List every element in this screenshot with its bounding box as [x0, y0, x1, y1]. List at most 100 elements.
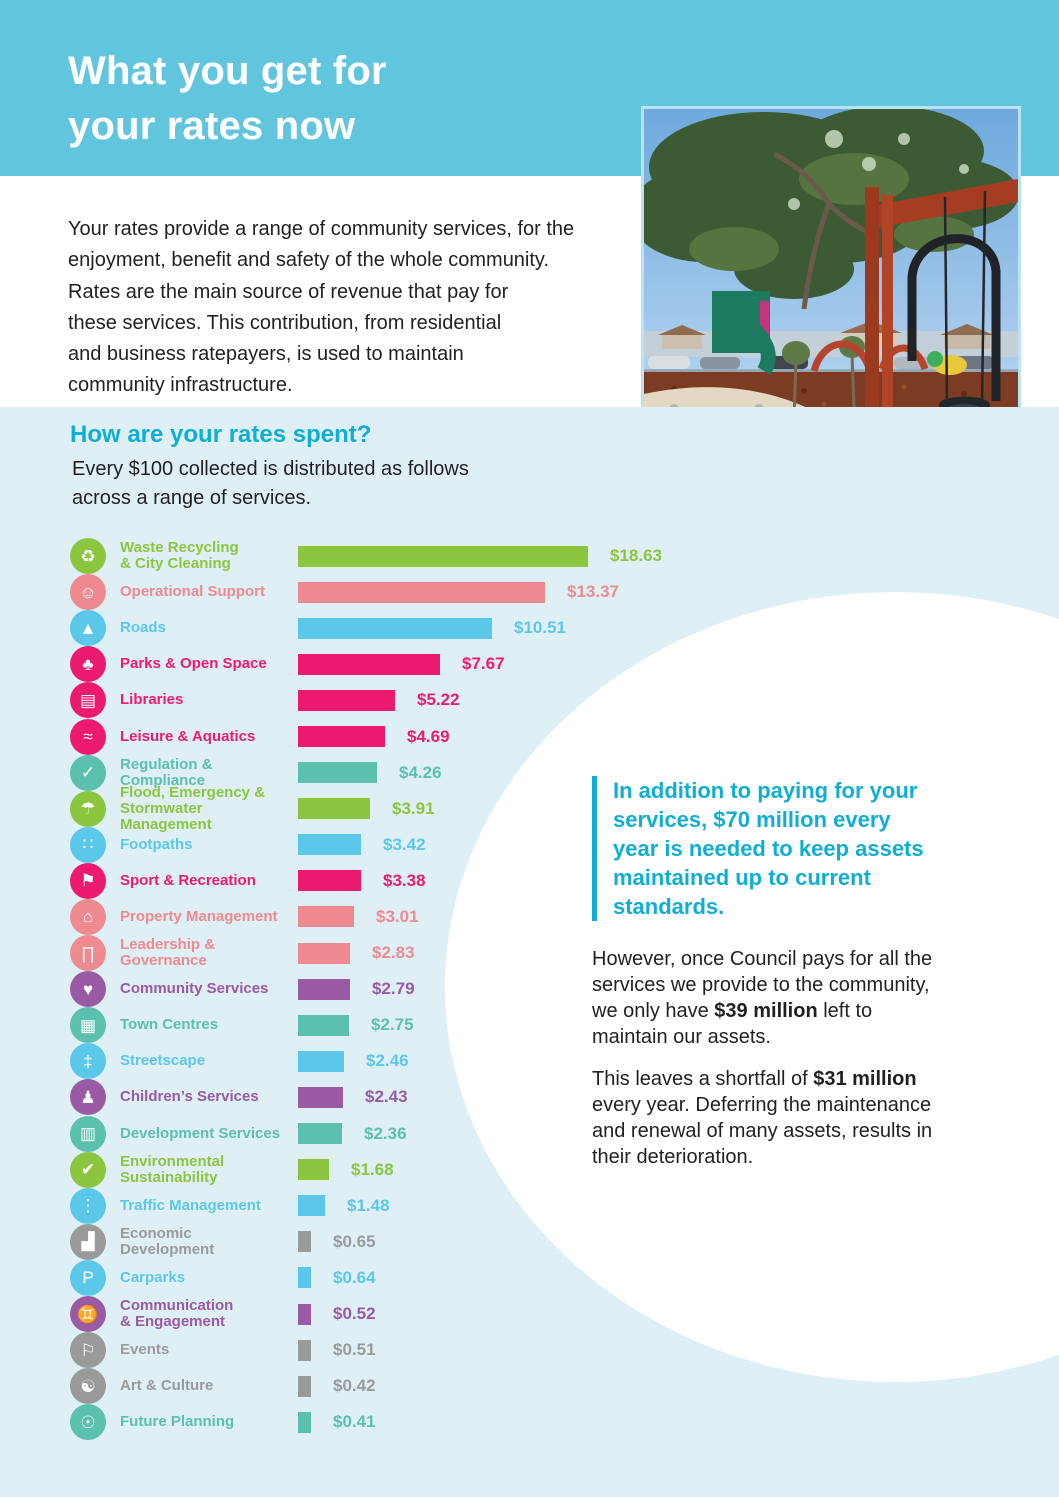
sport-flag-icon: ⚑ [70, 862, 106, 899]
bar-area: $3.91 [298, 798, 435, 820]
leaf-check-icon: ✔ [70, 1151, 106, 1188]
category-label: Environmental Sustainability [120, 1152, 225, 1186]
chart-row: ☂ Flood, Emergency & Stormwater Managemen… [70, 784, 690, 832]
category-label: Regulation & Compliance [120, 755, 213, 789]
chart-row: ☺ Operational Support $13.37 [70, 574, 690, 611]
value-label: $3.38 [383, 870, 426, 890]
chart-row: ♣ Parks & Open Space $7.67 [70, 646, 690, 683]
value-bar [298, 1267, 311, 1289]
bar-area: $3.42 [298, 834, 426, 856]
clipboard-check-icon: ✓ [70, 754, 106, 791]
value-bar [298, 762, 377, 784]
value-bar [298, 1411, 311, 1433]
bar-area: $0.65 [298, 1231, 376, 1253]
value-label: $0.52 [333, 1304, 376, 1324]
bar-area: $2.79 [298, 978, 415, 1000]
chart-row: ⚑ Sport & Recreation $3.38 [70, 862, 690, 899]
bar-area: $0.64 [298, 1267, 376, 1289]
section-subheading: Every $100 collected is distributed as f… [72, 458, 469, 509]
chart-row: ⋮ Traffic Management $1.48 [70, 1187, 690, 1224]
value-label: $2.46 [366, 1051, 409, 1071]
category-label: Economic Development [120, 1224, 215, 1258]
bar-area: $2.83 [298, 942, 415, 964]
page-title: What you get for your rates now [68, 49, 387, 148]
value-label: $18.63 [610, 546, 662, 566]
assets-callout: In addition to paying for your services,… [592, 776, 964, 921]
value-label: $1.68 [351, 1159, 394, 1179]
value-bar [298, 726, 385, 748]
bar-area: $3.38 [298, 870, 426, 892]
category-label: Waste Recycling & City Cleaning [120, 539, 239, 573]
value-label: $2.43 [365, 1087, 408, 1107]
chart-row: ♊ Communication & Engagement $0.52 [70, 1296, 690, 1333]
value-label: $0.64 [333, 1267, 376, 1287]
chart-row: ‡ Streetscape $2.46 [70, 1043, 690, 1080]
category-label: Town Centres [120, 1016, 219, 1034]
category-label: Property Management [120, 907, 278, 925]
value-label: $3.42 [383, 834, 426, 854]
value-bar [298, 653, 440, 675]
lightbulb-icon: ☉ [70, 1404, 106, 1441]
bar-area: $2.36 [298, 1123, 407, 1145]
category-label: Roads [120, 619, 166, 637]
value-bar [298, 1303, 311, 1325]
intro-paragraph-1: Your rates provide a range of community … [68, 218, 575, 271]
growth-chart-icon: ▟ [70, 1223, 106, 1260]
value-label: $10.51 [514, 618, 566, 638]
chart-row: ✓ Regulation & Compliance $4.26 [70, 754, 690, 791]
bar-area: $3.01 [298, 906, 419, 928]
value-label: $5.22 [417, 690, 460, 710]
value-bar [298, 870, 361, 892]
playground-photo [641, 106, 1021, 511]
value-label: $2.83 [372, 943, 415, 963]
value-bar [298, 1375, 311, 1397]
footprints-icon: ∷ [70, 826, 106, 863]
chart-row: ☉ Future Planning $0.41 [70, 1404, 690, 1441]
chart-row: ▦ Town Centres $2.75 [70, 1007, 690, 1044]
category-label: Leisure & Aquatics [120, 727, 256, 745]
intro-paragraph-2: Rates are the main source of revenue tha… [68, 281, 509, 396]
value-bar [298, 1231, 311, 1253]
bar-area: $2.75 [298, 1014, 414, 1036]
chart-row: ☯ Art & Culture $0.42 [70, 1368, 690, 1405]
value-label: $0.42 [333, 1376, 376, 1396]
value-bar [298, 1159, 329, 1181]
category-label: Footpaths [120, 835, 193, 853]
category-label: Leadership & Governance [120, 936, 216, 970]
bar-area: $0.51 [298, 1339, 376, 1361]
value-bar [298, 581, 545, 603]
chart-row: ✔ Environmental Sustainability $1.68 [70, 1151, 690, 1188]
value-bar [298, 1195, 325, 1217]
chart-row: ♻ Waste Recycling & City Cleaning $18.63 [70, 538, 690, 575]
category-label: Traffic Management [120, 1196, 261, 1214]
category-label: Development Services [120, 1124, 281, 1142]
value-label: $0.65 [333, 1231, 376, 1251]
category-label: Art & Culture [120, 1377, 214, 1395]
chart-row: ⚐ Events $0.51 [70, 1332, 690, 1369]
park-tree-icon: ♣ [70, 646, 106, 683]
value-label: $4.69 [407, 726, 450, 746]
swimmer-icon: ≈ [70, 718, 106, 755]
bar-area: $5.22 [298, 689, 460, 711]
value-label: $0.41 [333, 1412, 376, 1432]
value-label: $3.01 [376, 906, 419, 926]
bunting-icon: ⚐ [70, 1332, 106, 1369]
chart-row: ▲ Roads $10.51 [70, 610, 690, 647]
shortfall-paragraph-2: This leaves a shortfall of $31 million e… [592, 1068, 933, 1168]
value-label: $2.75 [371, 1015, 414, 1035]
open-book-icon: ▤ [70, 682, 106, 719]
house-in-hand-icon: ⌂ [70, 898, 106, 935]
flood-rain-icon: ☂ [70, 790, 106, 827]
value-bar [298, 834, 361, 856]
category-label: Future Planning [120, 1413, 235, 1431]
bar-area: $0.52 [298, 1303, 376, 1325]
bar-area: $1.48 [298, 1195, 390, 1217]
bar-area: $1.68 [298, 1159, 394, 1181]
chart-row: ▤ Libraries $5.22 [70, 682, 690, 719]
value-bar [298, 689, 395, 711]
waste-bin-icon: ♻ [70, 538, 106, 575]
chart-row: ∏ Leadership & Governance $2.83 [70, 935, 690, 972]
value-bar [298, 1050, 344, 1072]
chart-row: ♥ Community Services $2.79 [70, 971, 690, 1008]
